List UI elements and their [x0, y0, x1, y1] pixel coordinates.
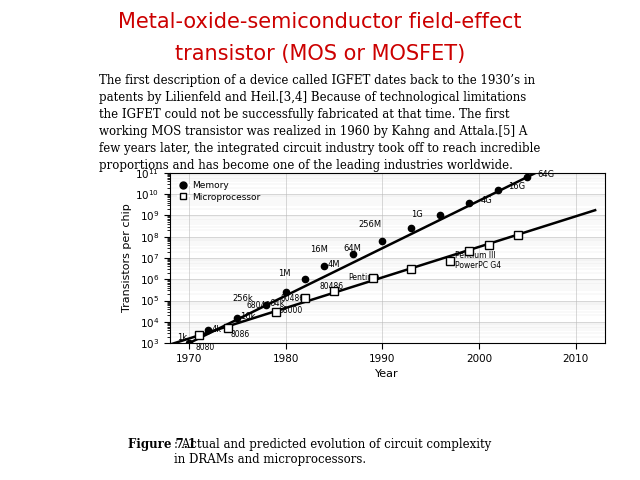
Text: 1k: 1k: [177, 333, 188, 342]
Text: 64M: 64M: [344, 244, 362, 253]
Text: Pentium III
PowerPC G4: Pentium III PowerPC G4: [455, 251, 501, 270]
Text: 80486: 80486: [281, 294, 305, 303]
Text: 16k: 16k: [240, 312, 256, 321]
Text: 256k: 256k: [232, 294, 253, 303]
Text: 64G: 64G: [537, 170, 554, 180]
Text: : Actual and predicted evolution of circuit complexity
in DRAMs and microprocess: : Actual and predicted evolution of circ…: [174, 438, 492, 466]
Text: Metal-oxide-semiconductor field-effect: Metal-oxide-semiconductor field-effect: [118, 12, 522, 32]
Text: 4M: 4M: [327, 260, 340, 269]
Text: 64k: 64k: [269, 299, 285, 308]
Text: The first description of a device called IGFET dates back to the 1930’s in
paten: The first description of a device called…: [99, 74, 541, 172]
Text: 4k: 4k: [211, 325, 221, 334]
Text: 1M: 1M: [278, 269, 291, 278]
Text: 256M: 256M: [358, 220, 381, 229]
Text: transistor (MOS or MOSFET): transistor (MOS or MOSFET): [175, 44, 465, 64]
Text: Pentium: Pentium: [349, 273, 380, 282]
Text: 4G: 4G: [481, 196, 493, 205]
Text: 68000: 68000: [279, 307, 303, 315]
Text: 16G: 16G: [508, 182, 525, 191]
Text: 8080: 8080: [196, 343, 215, 352]
Text: 1G: 1G: [412, 210, 423, 219]
Text: Figure 7.1: Figure 7.1: [128, 438, 196, 451]
Text: 68040: 68040: [247, 301, 271, 310]
Text: 8086: 8086: [230, 330, 250, 339]
Text: 80486: 80486: [319, 282, 344, 291]
Legend: Memory, Microprocessor: Memory, Microprocessor: [174, 177, 264, 205]
Text: 16M: 16M: [310, 245, 328, 254]
Y-axis label: Transistors per chip: Transistors per chip: [122, 204, 132, 312]
X-axis label: Year: Year: [376, 369, 399, 379]
